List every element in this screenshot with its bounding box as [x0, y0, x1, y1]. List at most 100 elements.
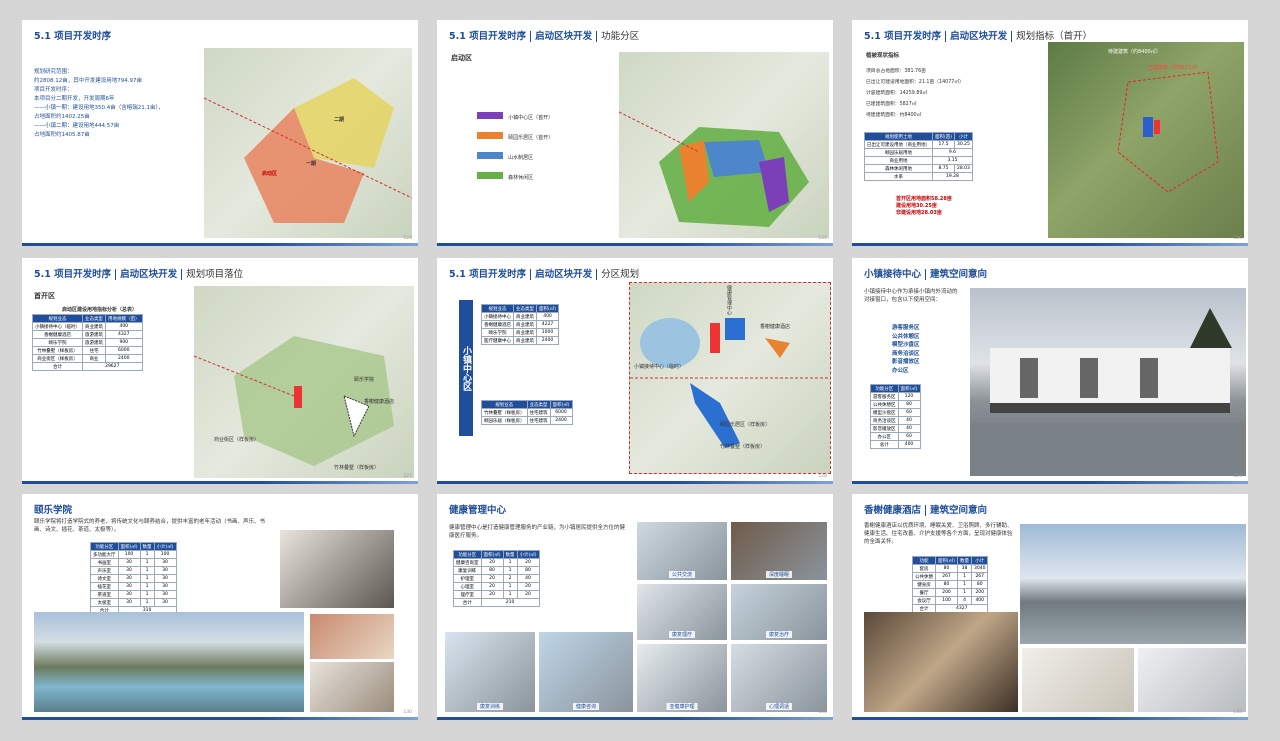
photo [280, 530, 394, 608]
map-label: 一期 [306, 161, 317, 167]
map-zones [193, 336, 394, 466]
slide-title: 香榭健康酒店 建筑空间意向 [864, 502, 988, 516]
table-cell: 旅游建筑 [82, 330, 106, 339]
table-cell: 3.15 [932, 156, 973, 165]
table-row: 公共休憩 267 1 267 [912, 572, 989, 581]
table-cell: 小镇接待中心（临时） [32, 322, 83, 331]
table-cell: 38 [957, 564, 973, 573]
table-cell: 2400 [549, 416, 573, 425]
table-cell: 1 [502, 582, 518, 591]
table-cell: 1 [139, 598, 155, 607]
table-cell: 80 [516, 566, 540, 575]
table-row: 小镇接待中心 商业建筑 400 [481, 312, 560, 321]
header-cell: 功能分区 [453, 550, 482, 559]
table-cell: 100 [117, 550, 141, 559]
table-cell: 80 [971, 580, 989, 589]
table-cell: 竹林叠墅（样板房） [32, 346, 83, 355]
list-item: 已出让可建设用地面积：21.1亩（14077㎡） [866, 80, 964, 85]
table-cell: 20 [516, 558, 540, 567]
table-cell: 模型沙盘区 [870, 408, 899, 417]
list-item: 已建建筑面积：5827㎡ [866, 102, 917, 107]
header-cell: 规划业态 [481, 304, 514, 313]
table-cell: 40 [897, 416, 921, 425]
map-label: 香榭健康酒店 [760, 324, 791, 330]
photo [1022, 648, 1134, 712]
map-label: 启动区 [262, 171, 278, 177]
map [618, 52, 829, 238]
table-cell: 20 [480, 590, 504, 599]
page-number: 128 [818, 474, 827, 479]
table-row: 颐乐学院 旅游建筑 900 [32, 338, 143, 347]
space-list: 游客服务区 公共休憩区 模型沙盘区 商务洽谈区 影音播放区 办公区 [892, 324, 920, 375]
header-row: 功能分区 面积(㎡) 数量 小计(㎡) [90, 542, 177, 551]
photo [864, 612, 1018, 712]
table-cell: 30 [153, 566, 177, 575]
table-cell: 30 [117, 574, 141, 583]
table-cell: 20 [480, 574, 504, 583]
photo-label: 亚健康护理 [666, 703, 698, 710]
table-cell: 多功能大厅 [90, 550, 119, 559]
slide-title: 5.1 项目开发时序 [34, 28, 111, 42]
table-cell: 100 [153, 550, 177, 559]
table-cell: 2400 [105, 354, 143, 363]
table-cell: 400 [105, 322, 143, 331]
page-number: 127 [403, 474, 412, 479]
table-cell: 6000 [105, 346, 143, 355]
table-cell: 套房 [912, 564, 936, 573]
table-row: 总计 400 [870, 440, 921, 449]
body-text: 颐乐学院将打造学院式的养老，将传统文化与颐养结合，提供丰富的老年活动（书画、声乐… [34, 519, 266, 533]
table-cell: 游客服务区 [870, 392, 899, 401]
header-row: 规划业态 业态类型 用地规模（亩） [32, 314, 143, 323]
title-segment: 启动区块开发 [530, 269, 593, 280]
body-text: 小镇接待中心作为承接小镇内外流动的对接窗口，包含以下使用空间： [864, 289, 958, 303]
table-cell: 护理室 [453, 574, 482, 583]
map-label: 待建建筑（约8400㎡） [1108, 49, 1161, 55]
map-zones [203, 78, 413, 223]
table-row: 套房 80 38 3040 [912, 564, 989, 573]
table-cell: 商业 [82, 354, 106, 363]
table-cell: 1 [502, 566, 518, 575]
table-cell: 香榭健康酒店 [32, 330, 83, 339]
photo [310, 662, 394, 712]
header-row: 功能分区 面积(㎡) 数量 小计(㎡) [453, 550, 540, 559]
header-row: 规划业态 业态类型 面积(㎡) [481, 400, 573, 409]
title-segment: 5.1 项目开发时序 [34, 31, 112, 42]
table-cell: 30 [117, 558, 141, 567]
title-segment: 香榭健康酒店 [864, 505, 922, 516]
header-cell: 数量 [502, 550, 518, 559]
table-row: 森林休闲用地 8.75 28.03 [864, 164, 973, 173]
table-cell: 商业用地 [864, 156, 933, 165]
header-cell: 面积(㎡) [535, 304, 560, 313]
table-row: 水系 19.28 [864, 172, 973, 181]
page-number: 130 [403, 710, 412, 715]
photo [1138, 648, 1246, 712]
side-label: 小镇中心区 [459, 300, 473, 436]
header-cell: 小计(㎡) [153, 542, 177, 551]
table-row: 竹林叠墅（样板房） 住宅建筑 6000 [481, 408, 573, 417]
table-cell: 8.75 [931, 164, 956, 173]
table-cell: 60 [897, 432, 921, 441]
photo-label: 心理调适 [765, 703, 793, 710]
table-cell: 颐园乐居（样板房） [481, 416, 528, 425]
header-cell: 面积(㎡) [934, 556, 959, 565]
photo [310, 614, 394, 659]
table-cell: 餐厅 [912, 588, 936, 597]
map-label: 颐乐学院 [354, 377, 375, 383]
table-cell: 医疗健康中心 [481, 336, 514, 345]
title-segment: 5.1 项目开发时序 [864, 31, 942, 42]
table-cell: 香榭健康酒店 [481, 320, 514, 329]
table-cell: 影音播放区 [870, 424, 899, 433]
table-row: 合计 210 [453, 598, 540, 607]
table-cell: 书画室 [90, 558, 119, 567]
table-row: 小镇接待中心（临时） 商业建筑 400 [32, 322, 143, 331]
header-cell: 用地规模（亩） [105, 314, 143, 323]
list-item: 项目总占地面积：381.76亩 [866, 69, 926, 74]
legend-entry: 小镇中心区（首开） [508, 115, 554, 121]
list-item: 非建设用地28.03亩 [896, 210, 942, 216]
map-label: 已建建筑（约5827㎡） [1148, 65, 1201, 71]
photo [970, 288, 1246, 476]
table-cell: 1000 [535, 328, 560, 337]
header-cell: 小计 [971, 556, 989, 565]
table-row: 办公区 60 [870, 432, 921, 441]
table-row: 商务洽谈区 40 [870, 416, 921, 425]
